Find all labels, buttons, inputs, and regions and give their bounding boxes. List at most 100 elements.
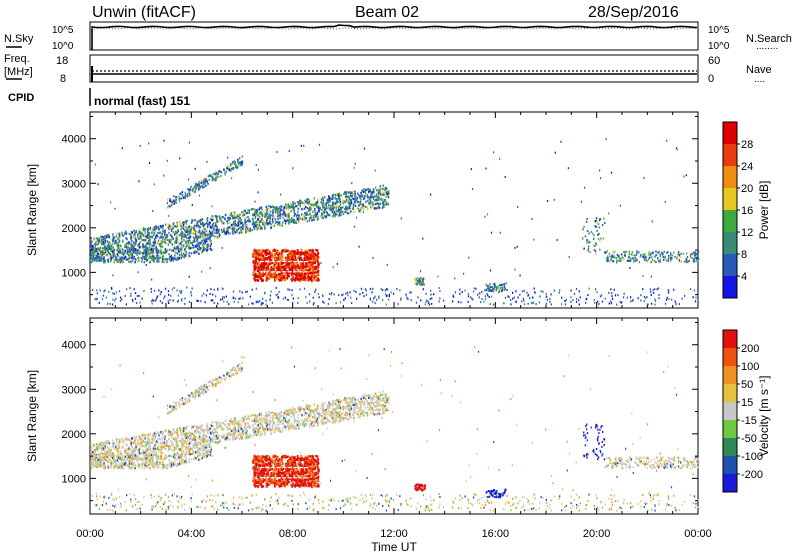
scatter-cell xyxy=(322,501,324,504)
scatter-cell xyxy=(131,239,133,243)
scatter-cell xyxy=(128,242,130,245)
scatter-cell xyxy=(315,204,318,207)
scatter-cell xyxy=(670,252,672,255)
scatter-cell xyxy=(291,261,294,264)
scatter-cell xyxy=(275,492,277,495)
scatter-cell xyxy=(261,208,263,211)
scatter-cell xyxy=(197,224,199,227)
scatter-cell xyxy=(133,288,135,291)
scatter-cell xyxy=(260,211,262,214)
scatter-cell xyxy=(170,229,173,232)
scatter-cell xyxy=(270,273,273,276)
scatter-cell xyxy=(298,260,303,263)
scatter-cell xyxy=(353,495,355,498)
scatter-cell xyxy=(334,215,336,218)
scatter-cell xyxy=(234,213,236,216)
scatter-cell xyxy=(558,291,560,294)
scatter-cell xyxy=(298,221,300,224)
scatter-cell xyxy=(643,256,645,259)
scatter-cell xyxy=(107,254,109,257)
scatter-cell xyxy=(254,216,257,220)
scatter-cell xyxy=(356,196,359,200)
scatter-cell xyxy=(255,164,257,166)
scatter-cell xyxy=(490,231,493,234)
scatter-cell xyxy=(293,211,295,214)
scatter-cell xyxy=(489,285,492,288)
scatter-cell xyxy=(664,508,667,511)
scatter-cell xyxy=(270,259,273,262)
scatter-cell xyxy=(183,228,186,231)
scatter-cell xyxy=(587,294,589,297)
scatter-cell xyxy=(263,256,265,259)
scatter-cell xyxy=(654,298,656,301)
scatter-cell xyxy=(257,218,259,221)
scatter-cell xyxy=(275,220,278,223)
scatter-cell xyxy=(294,276,297,280)
scatter-cell xyxy=(204,180,206,183)
scatter-cell xyxy=(105,502,107,505)
scatter-cell xyxy=(98,237,101,240)
scatter-cell xyxy=(565,504,567,507)
scatter-cell xyxy=(181,233,183,236)
scatter-cell xyxy=(317,293,320,295)
scatter-cell xyxy=(348,205,351,208)
scatter-cell xyxy=(200,179,202,182)
scatter-cell xyxy=(175,199,177,201)
scatter-cell xyxy=(254,221,256,224)
scatter-cell xyxy=(221,222,223,225)
scatter-cell xyxy=(294,255,297,259)
scatter-cell xyxy=(309,272,312,275)
scatter-cell xyxy=(260,275,262,279)
scatter-cell xyxy=(386,288,389,291)
scatter-cell xyxy=(376,298,378,301)
scatter-cell xyxy=(294,278,297,281)
scatter-cell xyxy=(207,247,209,251)
scatter-cell xyxy=(234,219,236,222)
scatter-cell xyxy=(334,213,337,217)
scatter-cell xyxy=(118,260,120,263)
scatter-cell xyxy=(270,252,273,255)
scatter-cell xyxy=(297,264,299,267)
scatter-cell xyxy=(304,256,307,259)
scatter-cell xyxy=(99,465,102,468)
scatter-cell xyxy=(130,251,132,255)
scatter-cell xyxy=(339,301,342,304)
scatter-cell xyxy=(467,506,469,509)
scatter-cell xyxy=(521,300,523,303)
scatter-cell xyxy=(184,191,186,194)
scatter-cell xyxy=(207,224,209,227)
scatter-cell xyxy=(295,221,298,224)
scatter-cell xyxy=(157,239,160,242)
scatter-cell xyxy=(420,279,423,282)
scatter-cell xyxy=(92,251,94,255)
scatter-cell xyxy=(439,503,441,506)
scatter-cell xyxy=(298,218,300,221)
scatter-cell xyxy=(345,208,348,211)
scatter-cell xyxy=(308,252,310,256)
scatter-cell xyxy=(315,494,317,497)
scatter-cell xyxy=(104,241,106,244)
scatter-cell xyxy=(185,231,187,234)
scatter-cell xyxy=(529,297,531,300)
scatter-cell xyxy=(230,213,232,216)
scatter-cell xyxy=(265,277,268,280)
scatter-cell xyxy=(386,494,389,497)
scatter-cell xyxy=(275,261,277,264)
scatter-cell xyxy=(652,497,655,500)
scatter-cell xyxy=(209,226,212,229)
scatter-cell xyxy=(98,301,100,304)
scatter-cell xyxy=(268,261,270,264)
scatter-cell xyxy=(213,508,215,510)
scatter-cell xyxy=(654,250,657,253)
scatter-cell xyxy=(281,256,284,260)
scatter-cell xyxy=(242,503,244,506)
scatter-cell xyxy=(334,212,337,215)
scatter-cell xyxy=(291,217,293,220)
scatter-cell xyxy=(265,505,267,508)
scatter-cell xyxy=(159,244,162,247)
scatter-cell xyxy=(354,190,356,193)
scatter-cell xyxy=(680,252,682,255)
scatter-cell xyxy=(309,249,312,252)
scatter-cell xyxy=(694,506,697,509)
scatter-cell xyxy=(335,302,337,305)
